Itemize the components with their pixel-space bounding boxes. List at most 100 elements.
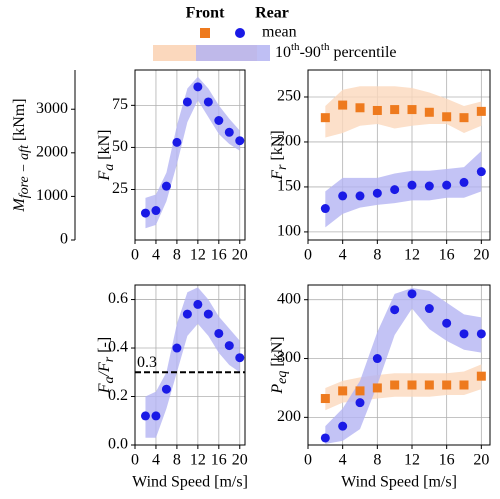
y-axis-label-part: F [269,170,286,181]
marker [459,177,469,187]
y-axis-label-part: F [96,383,113,394]
marker [193,82,203,92]
marker [459,113,469,123]
marker [151,411,161,421]
y2-tick-label: 1000 [36,187,68,204]
marker [424,380,434,390]
y-axis-label-part: r [275,164,290,170]
legend-header: Front [186,5,225,22]
marker [372,383,382,393]
y-tick-label: 200 [277,133,301,150]
marker [338,421,348,431]
x-tick-label: 0 [131,452,139,469]
marker [407,289,417,299]
y-axis-label: Peq [kN] [269,336,291,394]
x-tick-label: 0 [304,452,312,469]
marker [390,305,400,315]
marker [338,386,348,396]
y-tick-label: 0.6 [108,290,128,307]
y-tick-label: 200 [277,408,301,425]
x-tick-label: 12 [190,247,206,264]
x-axis-label: Wind Speed [m/s] [132,474,248,491]
legend-text: th [321,41,330,53]
x-tick-label: 12 [190,452,206,469]
y-tick-label: 25 [112,180,128,197]
legend-label: 10th-90th percentile [275,41,397,61]
y2-tick-label: 0 [60,231,68,248]
legend-marker [200,28,210,38]
x-tick-label: 20 [232,452,248,469]
marker [320,394,330,404]
marker [442,180,452,190]
legend-text: th [291,41,300,53]
y-tick-label: 250 [277,88,301,105]
percentile-band [325,150,482,228]
percentile-band [325,86,482,138]
legend-marker [235,28,245,38]
percentile-band [325,287,482,444]
marker [355,398,365,408]
marker [140,208,150,218]
y-tick-label: 0.4 [108,339,128,356]
legend: Front Rear mean 10th-90th percentile [153,5,397,61]
x-tick-label: 16 [211,452,227,469]
marker [224,341,234,351]
plot-frame [307,284,491,446]
y-tick-label: 150 [277,178,301,195]
marker [476,329,486,339]
legend-band [196,45,270,61]
marker [390,185,400,195]
y-tick-label: 300 [277,349,301,366]
x-tick-label: 12 [404,247,420,264]
marker [390,105,400,115]
marker [390,380,400,390]
marker [355,191,365,201]
marker [203,309,213,319]
x-tick-label: 12 [404,452,420,469]
y-tick-label: 50 [112,138,128,155]
marker [459,380,469,390]
legend-label: mean [262,24,297,41]
y-tick-label: 0.2 [108,387,128,404]
x-tick-label: 20 [473,452,489,469]
y-axis-label-part: eq [275,371,290,384]
x-tick-label: 16 [439,247,455,264]
marker [151,206,161,216]
x-tick-label: 16 [211,247,227,264]
marker [214,115,224,125]
x-tick-label: 16 [439,452,455,469]
marker [235,136,245,146]
y-axis-label: Fr [kN] [269,130,291,180]
x-tick-label: 8 [373,247,381,264]
y-axis-label-part: [kN] [269,336,286,370]
legend-header: Rear [255,5,289,22]
y-axis-label-part: r [102,356,117,362]
legend-text: percentile [329,44,396,61]
marker [407,380,417,390]
marker [424,304,434,314]
marker [424,181,434,191]
marker [476,371,486,381]
marker [172,343,182,353]
percentile-band [145,287,240,438]
marker [140,411,150,421]
x-tick-label: 4 [152,452,160,469]
marker [372,105,382,115]
marker [172,137,182,147]
y-axis-label-part: [-] [96,337,113,357]
y2-tick-label: 3000 [36,100,68,117]
x-tick-label: 20 [232,247,248,264]
y-axis-label-part: F [96,171,113,182]
y-tick-label: 100 [277,223,301,240]
marker [355,386,365,396]
plot-frame [307,69,491,241]
legend-text: 10 [275,44,291,61]
x-tick-label: 4 [152,247,160,264]
marker [407,105,417,115]
marker [355,103,365,113]
y-axis-label-part: [kN] [269,130,286,164]
marker [224,127,234,137]
x-tick-label: 8 [373,452,381,469]
marker [320,113,330,123]
